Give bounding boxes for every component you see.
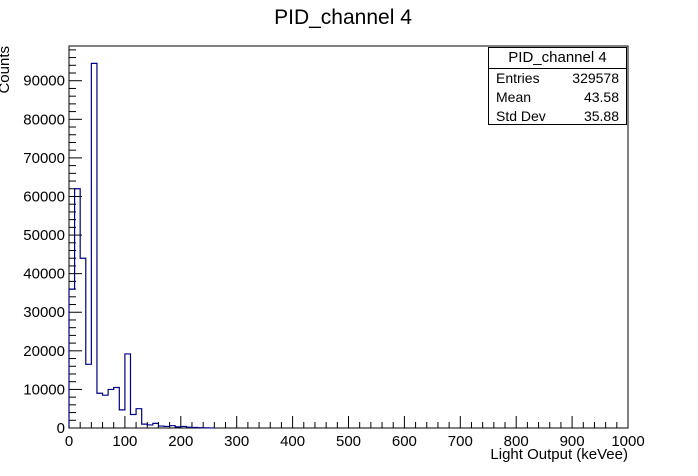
y-tick-label: 30000 [23,304,65,321]
histogram-bins [68,62,215,429]
histogram-bin [186,427,192,428]
stats-value: 43.58 [583,89,619,105]
histogram-bin [108,389,114,428]
x-tick-label: 100 [112,433,137,450]
y-tick-label: 10000 [23,381,65,398]
stats-label: Std Dev [496,108,546,124]
y-tick-label: 60000 [23,188,65,205]
y-tick-label: 80000 [23,111,65,128]
histogram-bin [103,395,109,428]
histogram-bin [153,423,159,428]
stats-value: 329578 [572,70,619,86]
stats-row-stddev: Std Dev 35.88 [489,107,626,126]
y-tick-label: 50000 [23,227,65,244]
stats-box: PID_channel 4 Entries 329578 Mean 43.58 … [488,47,627,125]
y-tick-label: 90000 [23,73,65,90]
x-tick-label: 900 [560,433,585,450]
x-tick-label: 700 [448,433,473,450]
histogram-bin [119,410,125,428]
x-tick-label: 600 [392,433,417,450]
histogram-bin [175,427,181,428]
histogram-bin [142,424,148,428]
histogram-outline [68,62,215,429]
x-tick-label: 300 [224,433,249,450]
stats-value: 35.88 [583,108,619,124]
chart-title: PID_channel 4 [274,6,412,29]
histogram-bin [97,393,103,428]
x-tick-label: 500 [336,433,361,450]
histogram-bin [75,189,81,428]
y-axis: 0 10000 20000 30000 40000 50000 60000 70000 8000… [23,49,82,437]
y-tick-label: 40000 [23,266,65,283]
histogram-bin [125,354,131,428]
y-tick-label: 20000 [23,343,65,360]
histogram-bin [114,387,120,428]
histogram-bin [130,414,136,428]
y-tick-label: 0 [57,420,65,437]
histogram-bin [80,258,86,428]
stats-row-mean: Mean 43.58 [489,88,626,107]
x-tick-label: 200 [168,433,193,450]
x-axis: 0 100 200 300 400 500 600 700 800 900 1000 [65,416,645,450]
x-tick-label: 400 [280,433,305,450]
x-axis-label: Light Output (keVee) [490,446,628,463]
histogram-bin [158,426,164,428]
histogram-bin [181,426,187,428]
x-tick-label: 0 [65,433,73,450]
x-tick-label: 800 [504,433,529,450]
histogram-bin [86,364,92,428]
histogram-bin [91,63,97,428]
stats-label: Entries [496,70,540,86]
histogram-bin [170,426,176,428]
x-tick-label: 1000 [611,433,644,450]
stats-title: PID_channel 4 [489,48,626,69]
stats-label: Mean [496,89,532,105]
histogram-bin [192,427,198,428]
histogram-bin [164,426,170,428]
histogram-bin [147,425,153,428]
stats-row-entries: Entries 329578 [489,69,626,88]
y-axis-label: Counts [0,46,13,94]
histogram-bin [136,409,142,428]
y-tick-label: 70000 [23,150,65,167]
histogram-bin [69,289,75,428]
